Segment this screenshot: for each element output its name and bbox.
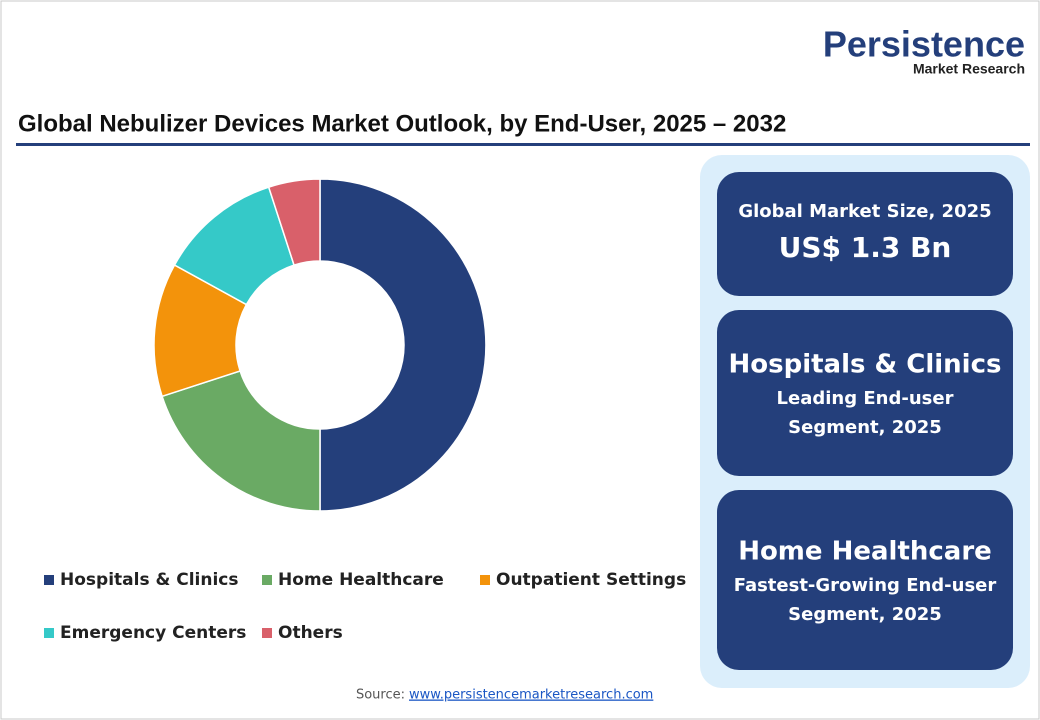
card — [717, 490, 1013, 670]
legend-swatch — [44, 575, 54, 585]
card-heading: Hospitals & Clinics — [729, 350, 1002, 380]
pie-slice — [161, 370, 321, 512]
card — [717, 172, 1013, 296]
card-heading: Home Healthcare — [738, 537, 992, 567]
legend-label: Others — [278, 623, 343, 643]
legend-label: Emergency Centers — [60, 623, 246, 643]
card-line: Segment, 2025 — [788, 417, 942, 438]
card-label: Global Market Size, 2025 — [738, 201, 991, 222]
legend-label: Hospitals & Clinics — [60, 570, 238, 590]
logo-tagline: Market Research — [913, 61, 1025, 77]
legend-swatch — [480, 575, 490, 585]
chart-title: Global Nebulizer Devices Market Outlook,… — [18, 110, 786, 137]
source-link[interactable]: www.persistencemarketresearch.com — [409, 688, 653, 703]
source-label: Source: — [356, 688, 405, 703]
card-line: Fastest-Growing End-user — [734, 575, 997, 596]
legend-swatch — [44, 628, 54, 638]
pie-slice — [267, 178, 321, 267]
logo-name: Persistence — [823, 24, 1025, 65]
card-line: Segment, 2025 — [788, 604, 942, 625]
pie-slice — [319, 178, 487, 512]
card-line: Leading End-user — [777, 388, 954, 409]
legend-swatch — [262, 575, 272, 585]
legend-label: Home Healthcare — [278, 570, 444, 590]
card-value: US$ 1.3 Bn — [779, 231, 952, 264]
legend-label: Outpatient Settings — [496, 570, 686, 590]
title-rule — [16, 143, 1030, 146]
card — [717, 310, 1013, 476]
legend-swatch — [262, 628, 272, 638]
